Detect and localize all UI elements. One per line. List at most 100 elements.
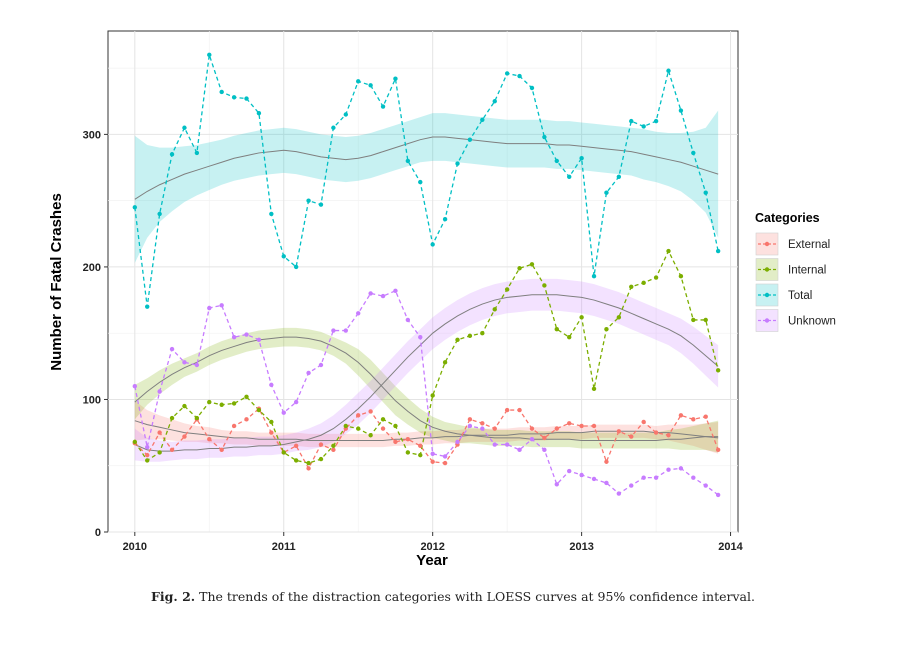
legend-point-external — [764, 241, 770, 247]
legend-label-external: External — [788, 239, 830, 251]
data-point-external — [306, 466, 311, 471]
data-point-total — [666, 68, 671, 73]
data-point-unknown — [480, 426, 485, 431]
data-point-external — [492, 426, 497, 431]
data-point-internal — [504, 287, 510, 292]
data-point-internal — [567, 334, 572, 340]
data-point-total — [455, 161, 460, 166]
data-point-external — [393, 439, 398, 445]
data-point-total — [418, 179, 423, 185]
x-tick-label: 2012 — [420, 541, 444, 553]
data-point-internal — [542, 283, 547, 288]
data-point-internal — [517, 266, 522, 271]
x-tick-label: 2014 — [718, 541, 743, 553]
data-point-total — [554, 158, 559, 164]
data-point-unknown — [691, 475, 696, 480]
data-point-external — [653, 430, 659, 435]
data-point-unknown — [368, 291, 373, 296]
data-point-total — [231, 95, 237, 100]
data-point-internal — [145, 458, 150, 463]
data-point-external — [405, 437, 411, 442]
data-point-internal — [368, 433, 373, 438]
data-point-unknown — [318, 362, 324, 368]
y-tick-label: 300 — [83, 129, 101, 141]
data-point-unknown — [442, 454, 448, 459]
data-point-total — [604, 190, 609, 195]
data-point-total — [306, 198, 311, 203]
data-point-external — [467, 417, 473, 422]
data-point-unknown — [256, 337, 262, 343]
data-point-external — [293, 443, 299, 449]
data-point-external — [368, 409, 373, 414]
data-point-total — [529, 85, 535, 91]
data-point-internal — [331, 443, 336, 449]
grid-major — [108, 31, 738, 533]
data-point-unknown — [678, 466, 684, 471]
data-point-unknown — [169, 346, 175, 352]
data-point-unknown — [616, 491, 622, 496]
y-tick-label: 200 — [83, 262, 101, 274]
data-point-internal — [219, 402, 224, 407]
data-point-total — [393, 76, 398, 81]
data-point-internal — [455, 337, 460, 343]
data-point-total — [591, 273, 597, 279]
legend-label-total: Total — [788, 290, 812, 302]
data-point-total — [293, 264, 299, 270]
data-point-unknown — [492, 442, 497, 447]
data-point-total — [368, 83, 373, 88]
y-tick-label: 0 — [95, 527, 101, 539]
data-point-unknown — [281, 410, 286, 415]
data-point-internal — [281, 450, 286, 455]
x-tick-label: 2011 — [272, 541, 296, 553]
data-point-unknown — [430, 451, 435, 457]
data-point-internal — [604, 327, 609, 332]
data-point-unknown — [554, 482, 559, 487]
data-point-external — [430, 459, 435, 464]
data-point-total — [567, 174, 572, 179]
data-point-total — [542, 134, 547, 140]
data-point-internal — [641, 280, 646, 286]
data-point-unknown — [356, 311, 361, 316]
data-point-internal — [529, 262, 535, 267]
data-point-external — [157, 430, 162, 435]
data-point-total — [517, 73, 522, 79]
data-point-total — [715, 248, 721, 254]
data-point-external — [604, 459, 609, 464]
data-point-internal — [480, 330, 485, 336]
data-point-total — [678, 108, 684, 113]
data-point-unknown — [567, 468, 572, 474]
data-point-external — [207, 437, 212, 442]
data-point-unknown — [343, 328, 349, 333]
data-point-total — [480, 117, 485, 123]
data-point-external — [269, 430, 274, 435]
legend-point-internal — [764, 267, 770, 272]
data-point-internal — [157, 450, 162, 455]
data-point-external — [641, 419, 646, 425]
data-point-internal — [430, 393, 435, 398]
data-point-internal — [356, 426, 361, 431]
data-point-total — [318, 202, 324, 207]
data-point-total — [145, 304, 150, 309]
data-point-unknown — [591, 476, 597, 482]
data-point-internal — [418, 452, 423, 458]
data-point-unknown — [529, 437, 535, 442]
data-point-external — [504, 407, 510, 413]
data-point-total — [492, 99, 497, 104]
data-point-internal — [678, 273, 684, 279]
data-point-external — [567, 421, 572, 426]
data-point-total — [653, 118, 659, 124]
data-point-unknown — [467, 423, 473, 429]
data-point-unknown — [715, 492, 721, 498]
data-point-unknown — [504, 442, 510, 447]
loess-curve-total — [134, 136, 719, 200]
data-point-external — [691, 417, 696, 422]
data-point-total — [269, 211, 274, 217]
series-line-internal — [134, 249, 719, 464]
y-axis-title: Number of Fatal Crashes — [48, 193, 65, 371]
data-point-internal — [653, 275, 659, 280]
data-point-unknown — [244, 332, 249, 337]
data-point-total — [504, 71, 510, 76]
figure-caption: Fig. 2. The trends of the distraction ca… — [0, 589, 906, 604]
data-point-internal — [306, 460, 311, 466]
data-point-total — [629, 118, 634, 124]
